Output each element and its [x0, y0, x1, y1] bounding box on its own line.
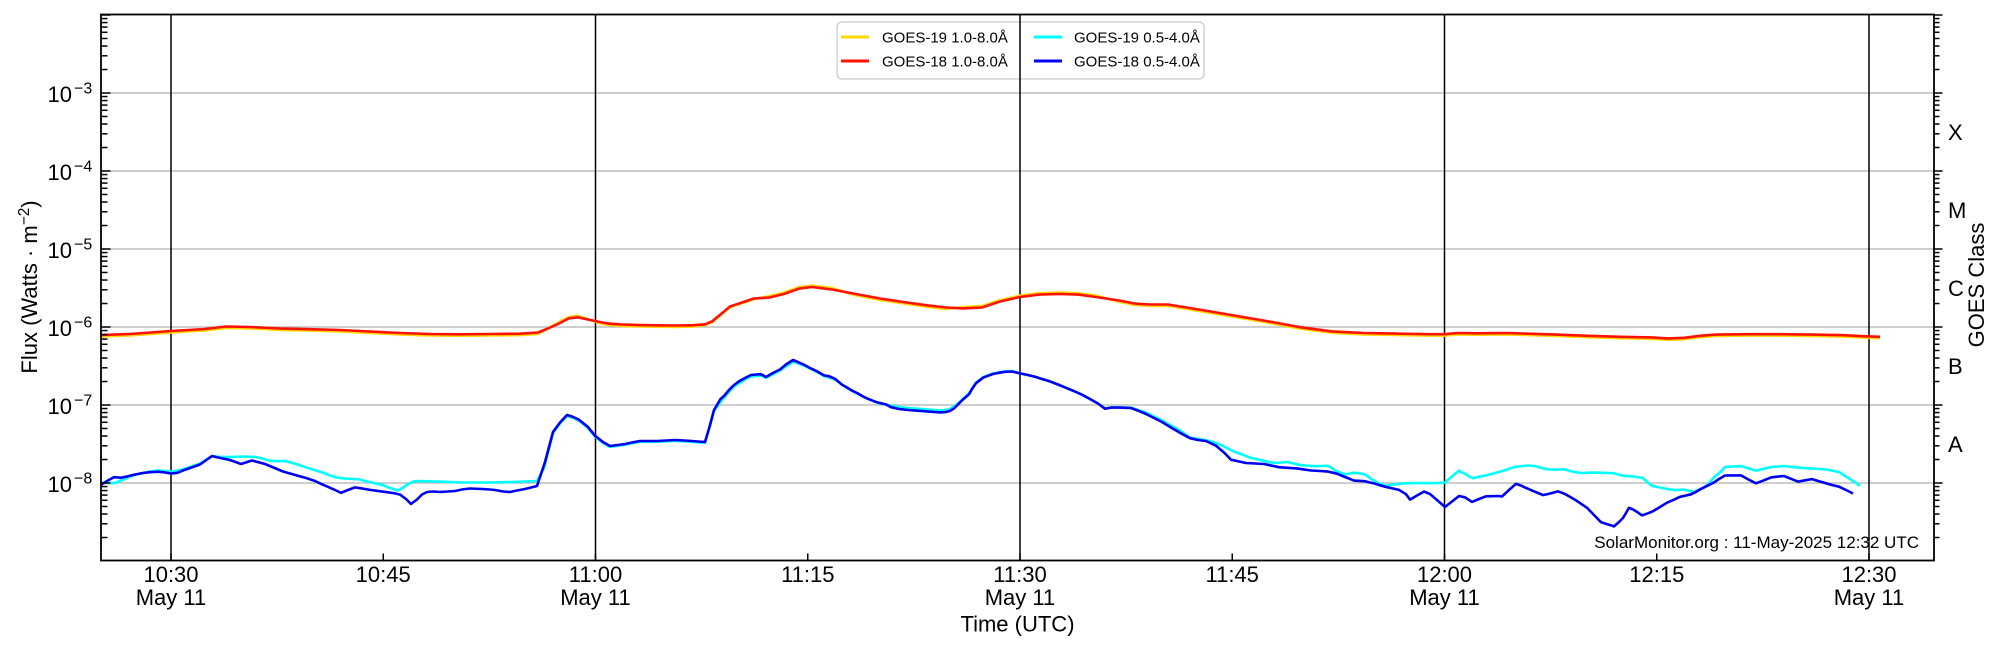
svg-text:−6: −6 — [74, 315, 92, 332]
svg-text:10: 10 — [48, 238, 72, 263]
svg-text:May 11: May 11 — [560, 585, 631, 610]
svg-text:10: 10 — [48, 472, 72, 497]
svg-text:−8: −8 — [74, 471, 92, 488]
svg-text:−5: −5 — [74, 237, 92, 254]
svg-text:11:30: 11:30 — [993, 562, 1046, 587]
svg-text:12:30: 12:30 — [1841, 562, 1896, 587]
svg-text:May 11: May 11 — [985, 585, 1056, 610]
svg-text:10:45: 10:45 — [356, 562, 411, 587]
svg-text:−7: −7 — [74, 393, 92, 410]
svg-text:10: 10 — [48, 316, 72, 341]
svg-text:GOES Class: GOES Class — [1964, 223, 1989, 348]
svg-text:11:00: 11:00 — [569, 562, 622, 587]
svg-text:X: X — [1948, 120, 1963, 145]
svg-text:−4: −4 — [74, 159, 92, 176]
svg-text:12:15: 12:15 — [1629, 562, 1684, 587]
svg-text:11:45: 11:45 — [1205, 562, 1258, 587]
svg-text:Time (UTC): Time (UTC) — [960, 612, 1074, 637]
svg-text:C: C — [1948, 276, 1964, 301]
svg-text:May 11: May 11 — [1834, 585, 1905, 610]
svg-text:May 11: May 11 — [136, 585, 207, 610]
svg-text:10: 10 — [48, 160, 72, 185]
svg-text:10: 10 — [48, 394, 72, 419]
svg-text:May 11: May 11 — [1409, 585, 1480, 610]
svg-text:10:30: 10:30 — [143, 562, 198, 587]
svg-text:−3: −3 — [74, 81, 92, 98]
svg-text:10: 10 — [48, 82, 72, 107]
svg-text:SolarMonitor.org : 11-May-2025: SolarMonitor.org : 11-May-2025 12:32 UTC — [1594, 533, 1919, 552]
svg-text:M: M — [1948, 198, 1966, 223]
svg-text:GOES-19 1.0-8.0Å: GOES-19 1.0-8.0Å — [882, 30, 1008, 47]
svg-text:12:00: 12:00 — [1417, 562, 1472, 587]
svg-text:B: B — [1948, 354, 1963, 379]
svg-text:Flux (Watts · m−2): Flux (Watts · m−2) — [16, 200, 42, 373]
svg-text:GOES-18 0.5-4.0Å: GOES-18 0.5-4.0Å — [1074, 54, 1200, 71]
svg-text:11:15: 11:15 — [781, 562, 834, 587]
svg-text:GOES-18 1.0-8.0Å: GOES-18 1.0-8.0Å — [882, 54, 1008, 71]
svg-text:GOES-19 0.5-4.0Å: GOES-19 0.5-4.0Å — [1074, 30, 1200, 47]
svg-text:A: A — [1948, 432, 1963, 457]
